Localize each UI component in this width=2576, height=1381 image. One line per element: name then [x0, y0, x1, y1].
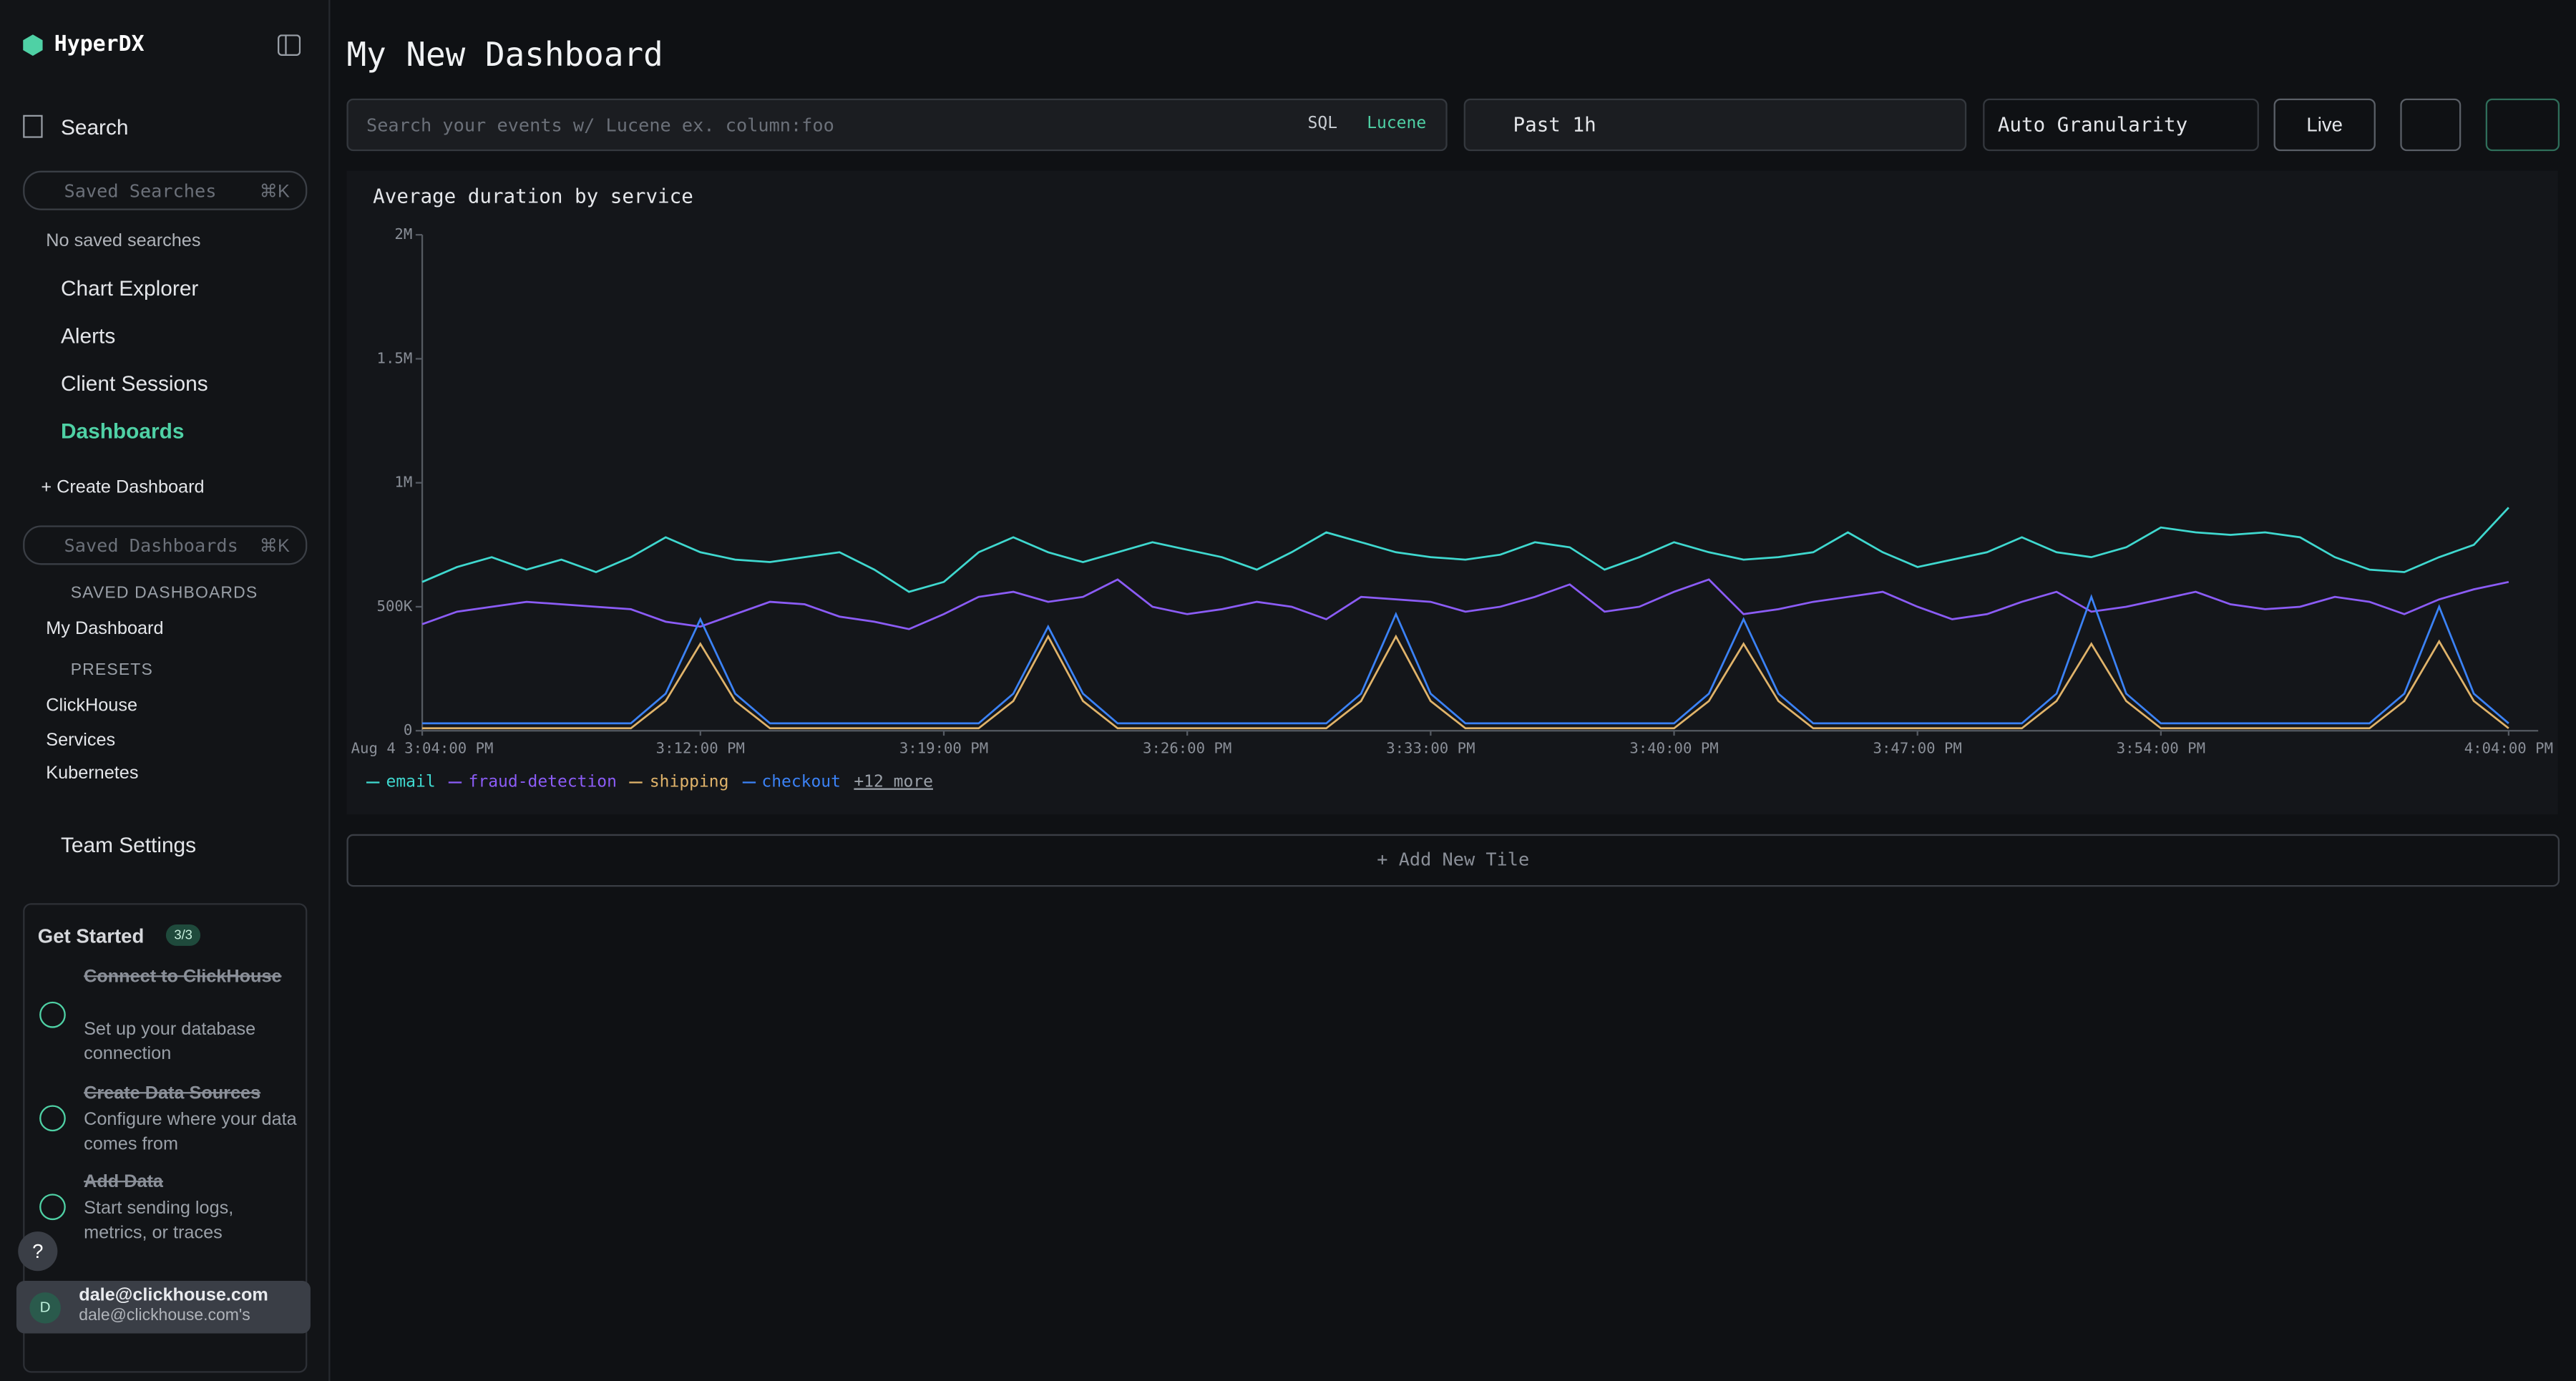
placeholder: Saved Dashboards — [64, 535, 238, 557]
placeholder: Search your events w/ Lucene ex. column:… — [366, 114, 834, 137]
step-description: Start sending logs, metrics, or traces — [84, 1199, 234, 1244]
create-dashboard[interactable]: + Create Dashboard — [41, 477, 205, 498]
nav-search[interactable]: Search — [60, 114, 129, 140]
user-org: dale@clickhouse.com's — [79, 1307, 250, 1325]
collapse-icon[interactable] — [278, 34, 301, 57]
brand: HyperDX — [54, 32, 145, 58]
preset-link[interactable]: ClickHouse — [46, 696, 138, 716]
x-tick-label: 3:33:00 PM — [1386, 739, 1475, 756]
series-line — [422, 594, 2509, 725]
series-line — [421, 578, 2509, 630]
legend-label[interactable]: email — [386, 773, 436, 792]
legend-label[interactable]: fraud-detection — [468, 773, 617, 792]
y-tick-label: 500K — [377, 597, 413, 615]
nav-alerts[interactable]: Alerts — [60, 323, 116, 348]
legend-swatch[interactable] — [630, 781, 643, 783]
preset-link[interactable]: Kubernetes — [46, 763, 139, 784]
refresh-button[interactable] — [2400, 98, 2462, 152]
legend-label[interactable]: checkout — [761, 773, 841, 792]
chart: Average duration by service 0 500K 1M 1.5M 2… — [351, 185, 2553, 756]
step-title: Add Data — [84, 1172, 163, 1193]
time-picker[interactable] — [1463, 98, 1967, 152]
x-tick-label: Aug 4 3:04:00 PM — [351, 739, 494, 756]
x-tick-label: 3:47:00 PM — [1873, 739, 1962, 756]
nav-dashboards[interactable]: Dashboards — [60, 419, 185, 444]
x-tick-label: 3:19:00 PM — [899, 739, 988, 756]
y-tick-label: 1M — [394, 474, 412, 491]
check-icon — [39, 1105, 66, 1132]
badge: 3/3 — [165, 924, 201, 946]
legend-swatch[interactable] — [741, 781, 756, 783]
nav-team-settings[interactable]: Team Settings — [60, 832, 197, 857]
preset-link[interactable]: Services — [46, 731, 116, 751]
saved-searches-input[interactable] — [23, 170, 308, 210]
series-line — [422, 634, 2509, 730]
section-heading: SAVED DASHBOARDS — [70, 584, 258, 603]
step-title: Connect to ClickHouse — [84, 967, 282, 987]
chart-tile — [346, 170, 2558, 815]
x-tick-label: 4:04:00 PM — [2464, 739, 2553, 756]
step-description: Set up your database connection — [84, 1020, 256, 1065]
nav-chart-explorer[interactable]: Chart Explorer — [60, 275, 199, 301]
granularity: Auto Granularity — [1997, 113, 2188, 137]
user-email: dale@clickhouse.com — [79, 1285, 268, 1306]
legend: email fraud-detection shipping checkout +12 … — [366, 774, 933, 791]
get-started-title: Get Started — [37, 924, 145, 948]
run-button[interactable] — [2485, 98, 2560, 152]
get-started-panel — [23, 903, 308, 1373]
add-tile-button[interactable]: + Add New Tile — [346, 834, 2560, 887]
page-title: My New Dashboard — [346, 34, 663, 74]
shortcut: ⌘K — [259, 182, 290, 202]
placeholder: Saved Searches — [64, 180, 217, 202]
sql-toggle[interactable]: SQL — [1307, 114, 1338, 133]
live-button[interactable]: Live — [2273, 98, 2376, 152]
x-tick-label: 3:12:00 PM — [656, 739, 745, 756]
legend-swatch[interactable] — [366, 781, 380, 783]
legend-label[interactable]: shipping — [649, 773, 729, 792]
granularity-select[interactable] — [1983, 98, 2259, 152]
y-tick-label: 0 — [404, 721, 412, 738]
step-title: Create Data Sources — [84, 1083, 261, 1104]
lucene-toggle[interactable]: Lucene — [1367, 114, 1427, 133]
y-tick-label: 2M — [394, 225, 412, 243]
avatar: D — [29, 1292, 61, 1324]
x-tick-label: 3:54:00 PM — [2117, 739, 2205, 756]
saved-dashboards-input[interactable] — [23, 525, 308, 565]
dashboard-link[interactable]: My Dashboard — [46, 619, 164, 639]
chart-title: Average duration by service — [373, 185, 693, 208]
shortcut: ⌘K — [259, 537, 290, 557]
time-range: Past 1h — [1513, 113, 1596, 137]
check-icon — [39, 1194, 66, 1221]
legend-more[interactable]: +12 more — [854, 773, 933, 792]
x-tick-label: 3:26:00 PM — [1143, 739, 1231, 756]
logo — [23, 34, 43, 57]
help-button[interactable]: ? — [18, 1231, 58, 1272]
empty-note: No saved searches — [46, 231, 201, 252]
nav-client-sessions[interactable]: Client Sessions — [60, 371, 208, 396]
search-input[interactable] — [346, 98, 1448, 152]
check-icon — [39, 1001, 66, 1028]
icon — [23, 114, 43, 138]
series-line — [421, 507, 2509, 593]
sidebar: HyperDX Search Saved Searches ⌘K No save… — [0, 0, 331, 1381]
y-tick-label: 1.5M — [377, 349, 413, 366]
user-card[interactable] — [16, 1281, 311, 1334]
legend-swatch[interactable] — [449, 781, 462, 783]
step-description: Configure where your data comes from — [84, 1110, 297, 1155]
section-heading: PRESETS — [70, 661, 153, 680]
x-tick-label: 3:40:00 PM — [1629, 739, 1718, 756]
